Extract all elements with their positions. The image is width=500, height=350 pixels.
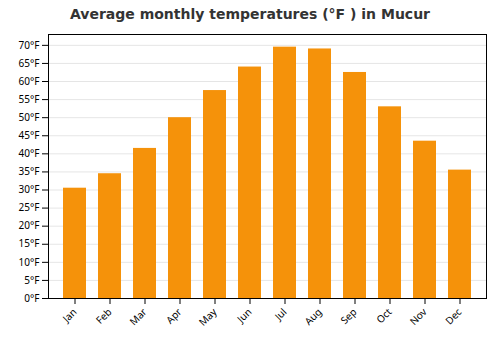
svg-text:Nov: Nov bbox=[406, 304, 430, 328]
svg-text:Dec: Dec bbox=[442, 305, 465, 328]
svg-text:10°F: 10°F bbox=[19, 255, 40, 269]
svg-text:50°F: 50°F bbox=[19, 110, 40, 124]
svg-text:5°F: 5°F bbox=[24, 273, 39, 287]
svg-text:15°F: 15°F bbox=[19, 236, 40, 250]
svg-text:0°F: 0°F bbox=[24, 291, 39, 305]
svg-text:70°F: 70°F bbox=[19, 38, 40, 52]
svg-text:Oct: Oct bbox=[373, 305, 395, 327]
svg-text:May: May bbox=[195, 304, 220, 329]
svg-text:Jul: Jul bbox=[271, 305, 290, 324]
svg-text:55°F: 55°F bbox=[19, 92, 40, 106]
svg-text:Sep: Sep bbox=[337, 305, 359, 327]
svg-text:Jun: Jun bbox=[233, 305, 254, 326]
svg-text:Jan: Jan bbox=[59, 305, 80, 326]
svg-text:65°F: 65°F bbox=[19, 56, 40, 70]
svg-text:25°F: 25°F bbox=[19, 200, 40, 214]
svg-text:35°F: 35°F bbox=[19, 164, 40, 178]
svg-text:Apr: Apr bbox=[163, 305, 185, 327]
svg-text:Feb: Feb bbox=[92, 305, 114, 327]
svg-text:45°F: 45°F bbox=[19, 128, 40, 142]
svg-text:Mar: Mar bbox=[126, 305, 149, 328]
svg-text:30°F: 30°F bbox=[19, 182, 40, 196]
svg-text:60°F: 60°F bbox=[19, 74, 40, 88]
svg-text:40°F: 40°F bbox=[19, 146, 40, 160]
svg-text:Aug: Aug bbox=[301, 305, 324, 328]
html-text:Average monthly temperatures (: Average monthly temperatures (°F ) in Mu… bbox=[70, 6, 430, 22]
svg-text:20°F: 20°F bbox=[19, 218, 40, 232]
